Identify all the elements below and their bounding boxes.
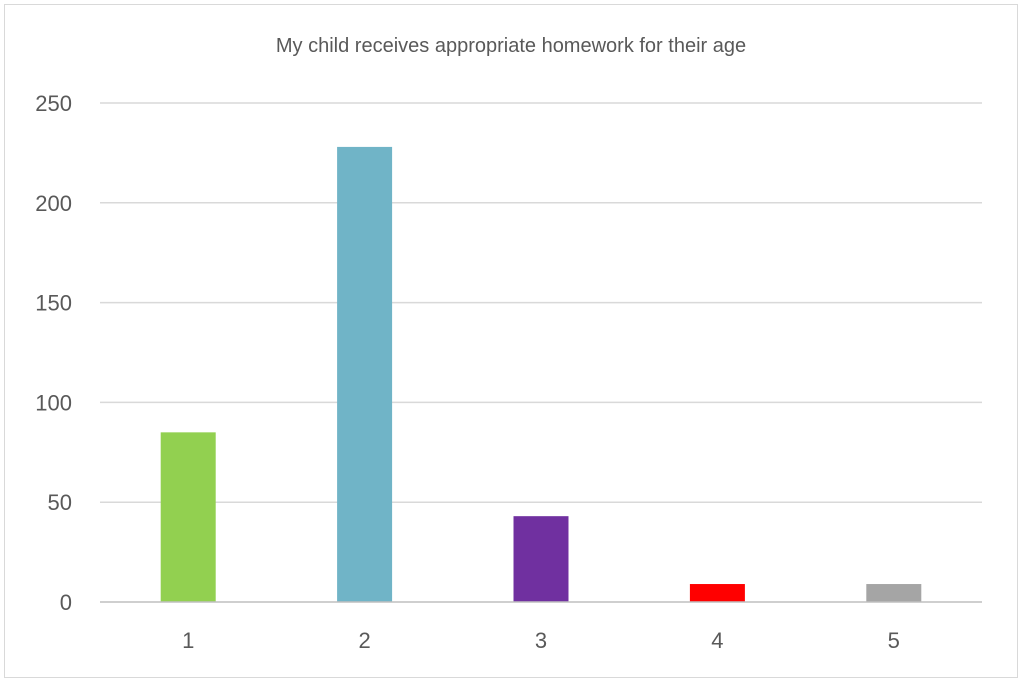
y-tick-label: 200: [35, 191, 72, 216]
x-tick-label: 2: [358, 628, 370, 653]
chart-title: My child receives appropriate homework f…: [276, 35, 746, 57]
bars: [160, 146, 922, 603]
gridlines: [100, 102, 982, 503]
y-tick-label: 100: [35, 390, 72, 415]
y-tick-label: 50: [48, 490, 72, 515]
y-tick-label: 250: [35, 91, 72, 116]
bar-1: [160, 432, 216, 602]
bar-4: [689, 584, 745, 602]
x-tick-label: 4: [711, 628, 723, 653]
x-tick-label: 1: [182, 628, 194, 653]
y-axis-ticks: 0 50 100 150 200 250: [35, 91, 72, 615]
y-tick-label: 0: [60, 590, 72, 615]
bar-5: [866, 584, 922, 602]
bar-3: [513, 516, 569, 602]
x-tick-label: 5: [888, 628, 900, 653]
bar-2: [337, 146, 393, 603]
y-tick-label: 150: [35, 291, 72, 316]
x-axis-ticks: 1 2 3 4 5: [182, 628, 900, 653]
x-tick-label: 3: [535, 628, 547, 653]
